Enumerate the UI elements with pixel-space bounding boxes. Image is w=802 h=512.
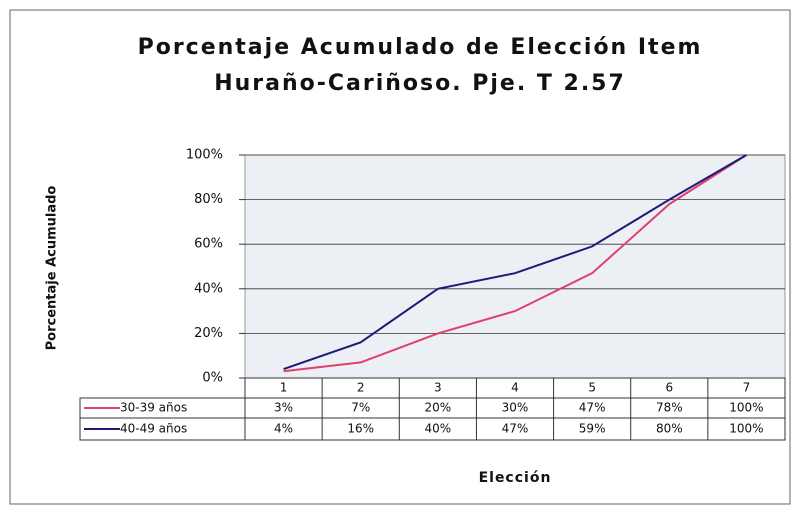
y-tick-label: 80% xyxy=(194,192,223,207)
chart-title: Porcentaje Acumulado de Elección Item xyxy=(138,35,703,60)
table-value: 78% xyxy=(656,401,683,415)
chart-title: Huraño-Cariñoso. Pje. T 2.57 xyxy=(214,71,626,96)
table-value: 16% xyxy=(347,422,374,436)
table-value: 80% xyxy=(656,422,683,436)
table-value: 4% xyxy=(274,422,293,436)
x-tick-label: 6 xyxy=(665,381,673,395)
y-tick-label: 40% xyxy=(194,281,223,296)
y-tick-label: 0% xyxy=(202,371,223,386)
y-axis-label: Porcentaje Acumulado xyxy=(45,186,60,351)
series-line xyxy=(283,154,747,373)
x-tick-label: 7 xyxy=(743,381,751,395)
series-line xyxy=(283,154,747,371)
table-value: 47% xyxy=(502,422,529,436)
x-tick-label: 5 xyxy=(588,381,596,395)
x-axis-label: Elección xyxy=(479,470,552,486)
x-tick-label: 1 xyxy=(280,381,288,395)
table-value: 7% xyxy=(351,401,370,415)
table-value: 40% xyxy=(425,422,452,436)
x-tick-label: 2 xyxy=(357,381,365,395)
table-value: 100% xyxy=(729,422,763,436)
y-tick-label: 20% xyxy=(194,326,223,341)
table-value: 20% xyxy=(425,401,452,415)
table-value: 30% xyxy=(502,401,529,415)
legend-label: 40-49 años xyxy=(120,422,187,436)
table-value: 3% xyxy=(274,401,293,415)
x-tick-label: 3 xyxy=(434,381,442,395)
y-tick-label: 60% xyxy=(194,237,223,252)
legend-label: 30-39 años xyxy=(120,401,187,415)
table-value: 59% xyxy=(579,422,606,436)
y-tick-label: 100% xyxy=(186,148,223,163)
plot-area xyxy=(244,154,786,379)
table-value: 47% xyxy=(579,401,606,415)
x-tick-label: 4 xyxy=(511,381,519,395)
table-value: 100% xyxy=(729,401,763,415)
